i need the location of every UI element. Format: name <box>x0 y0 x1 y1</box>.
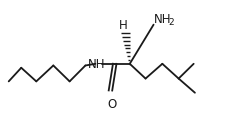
Text: NH: NH <box>88 57 105 70</box>
Text: O: O <box>107 97 116 110</box>
Text: H: H <box>119 19 128 32</box>
Text: NH: NH <box>154 13 172 26</box>
Text: 2: 2 <box>169 18 174 27</box>
